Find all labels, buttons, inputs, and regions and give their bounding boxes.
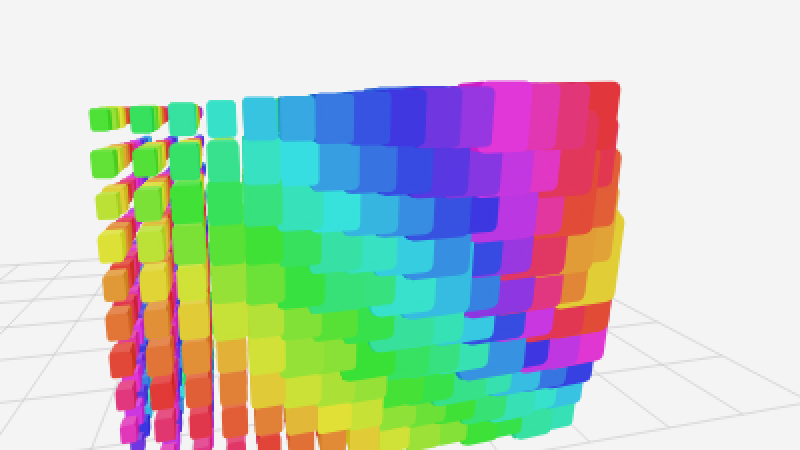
- webgl-canvas[interactable]: [0, 0, 800, 450]
- 3d-viewport: [0, 0, 800, 450]
